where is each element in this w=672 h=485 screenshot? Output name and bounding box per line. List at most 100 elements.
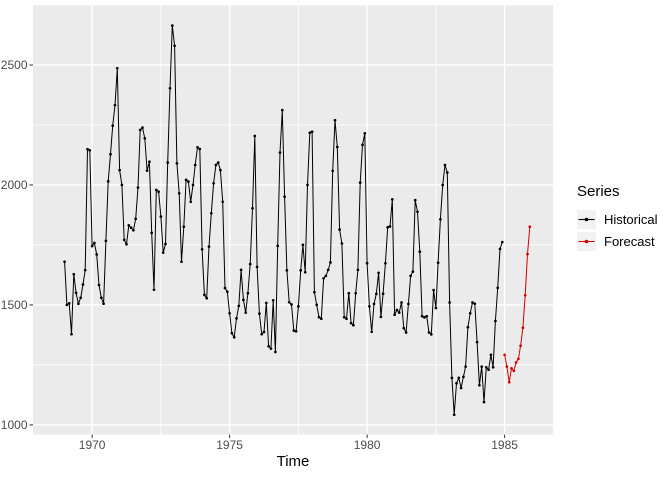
data-point-historical xyxy=(455,381,458,385)
data-point-historical xyxy=(480,365,484,368)
data-point-historical xyxy=(77,302,80,306)
data-point-historical xyxy=(429,333,433,336)
legend-item-forecast: Forecast xyxy=(577,232,657,251)
data-point-historical xyxy=(63,260,66,264)
data-point-historical xyxy=(464,365,467,368)
data-point-historical xyxy=(397,311,401,314)
data-point-historical xyxy=(219,168,222,172)
data-point-historical xyxy=(303,270,307,274)
data-point-historical xyxy=(471,301,474,304)
data-point-historical xyxy=(262,330,266,334)
data-point-historical xyxy=(342,315,346,319)
data-point-historical xyxy=(340,242,344,245)
data-point-historical xyxy=(400,301,403,304)
data-point-historical xyxy=(294,329,298,333)
data-point-historical xyxy=(308,131,312,135)
data-point-historical xyxy=(489,353,493,357)
data-point-historical xyxy=(212,181,215,185)
data-point-historical xyxy=(72,272,76,276)
data-point-historical xyxy=(122,238,126,242)
data-point-historical xyxy=(271,299,275,302)
data-point-historical xyxy=(466,325,470,329)
data-point-historical xyxy=(83,268,87,272)
data-point-historical xyxy=(157,190,160,194)
data-point-historical xyxy=(232,335,236,339)
data-point-historical xyxy=(416,210,419,214)
plot-panel xyxy=(33,5,553,435)
data-point-historical xyxy=(475,340,479,344)
data-point-historical xyxy=(221,200,225,204)
data-point-historical xyxy=(368,305,371,308)
data-point-historical xyxy=(88,149,92,152)
data-point-historical xyxy=(106,180,110,183)
x-tick-label: 1980 xyxy=(354,438,381,452)
data-point-forecast xyxy=(528,225,532,229)
data-point-historical xyxy=(118,168,121,172)
data-point-historical xyxy=(361,143,364,147)
data-point-historical xyxy=(278,151,282,154)
data-point-historical xyxy=(205,296,209,300)
data-point-historical xyxy=(102,302,105,306)
data-point-historical xyxy=(411,270,415,273)
data-point-historical xyxy=(473,302,477,306)
data-point-historical xyxy=(386,225,390,229)
x-axis-title: Time xyxy=(277,453,310,470)
data-point-historical xyxy=(81,283,85,286)
data-point-historical xyxy=(65,303,69,307)
data-point-historical xyxy=(285,269,289,272)
data-point-historical xyxy=(113,103,117,107)
data-point-historical xyxy=(125,242,128,246)
data-point-forecast xyxy=(521,326,525,330)
data-point-historical xyxy=(269,347,273,350)
data-point-historical xyxy=(274,350,277,354)
data-point-historical xyxy=(260,332,264,336)
data-point-historical xyxy=(258,312,261,315)
data-point-historical xyxy=(264,301,268,305)
data-point-historical xyxy=(292,329,296,332)
data-point-historical xyxy=(154,188,158,192)
data-point-historical xyxy=(425,314,429,318)
data-point-historical xyxy=(462,375,465,379)
legend-label-forecast: Forecast xyxy=(604,234,655,249)
data-point-historical xyxy=(439,217,442,221)
data-point-historical xyxy=(434,306,438,310)
data-point-historical xyxy=(203,293,206,297)
data-point-historical xyxy=(99,296,103,300)
data-point-historical xyxy=(109,152,112,156)
data-point-historical xyxy=(384,261,387,265)
data-point-historical xyxy=(478,383,481,387)
data-point-historical xyxy=(420,314,424,318)
data-point-historical xyxy=(187,180,190,183)
data-point-historical xyxy=(315,303,319,307)
data-point-historical xyxy=(244,311,248,314)
data-point-historical xyxy=(182,225,186,229)
data-point-historical xyxy=(104,239,108,243)
data-point-historical xyxy=(402,326,406,330)
data-point-historical xyxy=(173,44,176,48)
data-point-historical xyxy=(228,311,231,315)
data-point-historical xyxy=(494,319,497,323)
data-point-historical xyxy=(423,316,426,319)
data-point-historical xyxy=(498,247,502,251)
data-point-historical xyxy=(324,274,328,278)
data-point-historical xyxy=(356,268,360,272)
data-point-historical xyxy=(352,323,355,327)
data-point-historical xyxy=(230,331,234,335)
data-point-historical xyxy=(317,315,321,319)
data-point-historical xyxy=(484,365,488,369)
data-point-historical xyxy=(90,244,94,248)
data-point-historical xyxy=(134,217,138,221)
data-point-historical xyxy=(363,132,367,135)
legend-label-historical: Historical xyxy=(604,212,658,227)
data-point-historical xyxy=(276,244,280,248)
legend: Series Historical Forecast xyxy=(577,183,657,254)
data-point-historical xyxy=(223,286,227,290)
data-point-historical xyxy=(127,223,131,227)
data-point-historical xyxy=(404,331,408,334)
data-point-historical xyxy=(310,130,314,134)
data-point-historical xyxy=(354,291,358,295)
legend-title: Series xyxy=(577,183,620,200)
data-point-historical xyxy=(374,292,378,296)
data-point-historical xyxy=(237,304,241,308)
data-point-historical xyxy=(468,311,472,315)
